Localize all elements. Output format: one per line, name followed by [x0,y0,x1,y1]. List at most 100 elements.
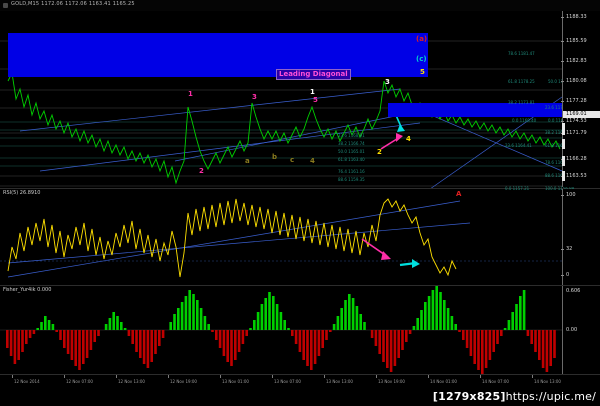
fisher-bar [481,330,484,374]
time-tickmark [116,375,117,378]
fib-level-2: 50.0 1165.01 [338,149,365,154]
fisher-bar [66,330,70,354]
fisher-bar [325,330,328,340]
time-tickmark [324,375,325,378]
wave-label-3: 5 [313,96,318,104]
rsi-tick: 32 [566,246,573,252]
fisher-bar [40,322,43,330]
rsi-tickmark [561,249,564,250]
watermark-dimensions: [1279x825] [432,390,506,403]
fisher-bar [234,330,237,360]
fisher-bar [253,320,256,330]
fisher-bar [329,330,332,332]
time-tickmark [480,375,481,378]
time-tick-label: 14 Nov 13:00 [534,379,561,384]
fisher-bar [370,330,374,338]
fisher-bar [203,316,207,330]
fisher-bar [397,330,400,358]
fisher-scale[interactable]: 0.606 0.00 [562,286,600,374]
price-tickmark [561,81,564,82]
time-tick-label: 12 Nov 13:00 [118,379,145,384]
scale-marker [562,139,565,149]
fisher-bar [313,330,317,364]
rsi-scale[interactable]: 100 32 0 [561,189,600,285]
fisher-bar [405,330,408,342]
fisher-bar [25,330,28,344]
fisher-bar [9,330,13,356]
fisher-bar [492,330,495,352]
fisher-bar [135,330,138,352]
price-pane[interactable]: Leading Diagonal (a) (c) 5 A 1 2 3 5 4 a b c 1 3… [0,11,600,198]
wave-label-3: 4 [406,135,411,143]
scale-marker [562,156,565,166]
fisher-bar [317,330,321,356]
fisher-bar [321,330,324,348]
fisher-bar [530,330,533,344]
fib-level-6: 0.0 1168.40 [548,118,572,123]
fisher-bar [6,330,9,348]
fisher-bar [503,328,507,330]
fib-level-3: 38.2 1173.81 [508,100,535,105]
time-tick-label: 12 Nov 19:00 [170,379,197,384]
time-axis[interactable]: 12 Nov 2014 12 Nov 07:00 12 Nov 13:00 12 No… [0,374,600,406]
rsi-pane[interactable]: RSI(5) 26.8910 100 32 0 [0,188,600,285]
price-tick: 1188.33 [566,14,587,20]
fisher-bar [142,330,146,364]
fisher-bar [161,330,165,338]
fib-level-1: 61.8 1178.25 [508,79,535,84]
fisher-bar [515,304,518,330]
fisher-bar [408,330,412,334]
scale-marker [562,171,565,181]
fisher-bar [127,330,131,336]
fisher-bar [382,330,385,362]
fisher-bar [393,330,397,366]
fisher-bar [13,330,17,364]
fisher-bar [332,324,336,330]
time-tickmark [168,375,169,378]
price-tickmark [561,61,564,62]
resistance-zone-box [388,103,562,117]
fisher-bar [302,330,305,360]
price-tick: 1174.53 [566,118,587,124]
wave-label-1: 3 [385,78,390,86]
fisher-bar [507,320,511,330]
rsi-pane-label: RSI(5) 26.8910 [3,190,41,196]
fisher-pane[interactable]: Fisher_Yur4ik 0.000 0.606 0.00 [0,285,600,374]
fisher-bar [32,330,36,334]
fisher-bar [44,316,47,330]
fib-level-12: 0.0 1157.21 [505,186,530,191]
fib-level-0: 78.6 1181.47 [508,51,535,56]
fisher-bar [272,296,275,330]
fisher-tick: 0.606 [566,288,581,294]
time-tickmark [532,375,533,378]
fisher-bar [104,324,108,330]
fisher-bar [519,296,522,330]
fisher-bar [131,330,134,344]
fisher-bar [306,330,309,366]
fisher-bar [454,324,457,330]
fib-level-0: 23.6 1168.91 [338,133,365,138]
fisher-bar [226,330,229,362]
fisher-bar [218,330,222,348]
fisher-bar [169,322,172,330]
fisher-bar [465,330,469,348]
price-tick: 1180.08 [566,78,587,84]
fisher-bar [496,330,499,344]
fisher-bar [294,330,298,344]
price-scale[interactable]: 1188.33 1185.59 1182.83 1180.08 1177.28 1174.… [561,11,600,187]
rsi-tickmark [561,275,564,276]
window-title: GOLD,M15 1172.06 1172.06 1163.41 1165.25 [11,1,135,7]
wave-label-0: 1 [188,90,193,98]
fib-level-4: 76.4 1161.16 [338,169,365,174]
fib-level-10: 78.6 1161.39 [545,160,572,165]
fisher-bar [97,330,100,336]
wave-label-5-top: 5 [420,68,425,76]
window-menu-icon[interactable] [3,3,8,8]
wave-label-2: 2 [377,148,382,156]
fisher-bar [154,330,157,354]
fisher-bar [158,330,161,346]
fisher-bar [336,316,340,330]
fisher-bar [473,330,476,364]
time-tickmark [376,375,377,378]
